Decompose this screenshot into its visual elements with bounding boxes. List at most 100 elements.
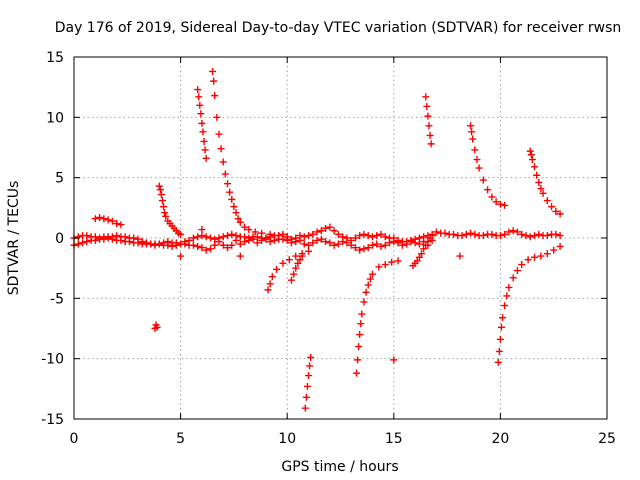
series-rise-19.9h [494, 242, 564, 366]
data-point [224, 232, 232, 240]
data-point [236, 240, 244, 248]
data-point [313, 228, 321, 236]
data-point [108, 235, 116, 243]
data-point [360, 245, 368, 253]
data-point [266, 230, 274, 238]
data-point [413, 257, 421, 265]
data-point [279, 235, 287, 243]
series-baseline-a [70, 223, 564, 249]
data-point [556, 232, 564, 240]
data-point [303, 382, 311, 390]
data-point [195, 93, 203, 101]
data-point [407, 238, 415, 246]
data-point [330, 241, 338, 249]
data-point [531, 232, 539, 240]
data-point [334, 240, 342, 248]
data-point [334, 230, 342, 238]
data-point [531, 163, 539, 171]
data-point [287, 239, 295, 247]
data-point [488, 193, 496, 201]
data-point [317, 227, 325, 235]
data-point [211, 235, 219, 243]
data-point [330, 227, 338, 235]
series-outlier-3.8h [151, 321, 161, 332]
data-point [160, 203, 168, 211]
series-outlier-5h [177, 226, 244, 260]
data-point [232, 209, 240, 217]
data-point [339, 238, 347, 246]
data-point [287, 276, 295, 284]
data-point [202, 154, 210, 162]
data-point [394, 257, 402, 265]
data-point [356, 232, 364, 240]
data-point [398, 241, 406, 249]
data-point [381, 261, 389, 269]
data-point [198, 226, 206, 234]
data-point [317, 235, 325, 243]
data-point [100, 215, 108, 223]
data-point [537, 252, 545, 260]
data-point [501, 201, 509, 209]
data-point [253, 233, 261, 241]
data-point [362, 288, 370, 296]
data-point [266, 280, 274, 288]
data-point [368, 233, 376, 241]
data-point [526, 233, 534, 241]
data-point [415, 234, 423, 242]
data-point [228, 230, 236, 238]
data-point [381, 233, 389, 241]
data-point [134, 239, 142, 247]
x-tick-label: 20 [491, 431, 509, 447]
x-axis-label: GPS time / hours [281, 459, 398, 475]
data-point [352, 369, 360, 377]
data-point [302, 393, 310, 401]
data-point [360, 230, 368, 238]
data-point [351, 234, 359, 242]
data-point [206, 245, 214, 253]
data-point [301, 404, 309, 412]
grid [74, 57, 607, 419]
data-point [305, 247, 313, 255]
data-point [552, 230, 560, 238]
data-point [189, 241, 197, 249]
data-point [552, 207, 560, 215]
data-point [155, 182, 163, 190]
data-point [104, 234, 112, 242]
data-point [296, 256, 304, 264]
data-point [503, 292, 511, 300]
data-point [479, 176, 487, 184]
y-tick-label: 10 [46, 110, 64, 126]
data-point [305, 241, 313, 249]
data-point [473, 156, 481, 164]
data-point [189, 234, 197, 242]
data-point [428, 232, 436, 240]
data-point [556, 242, 564, 250]
data-point [484, 186, 492, 194]
data-point [388, 258, 396, 266]
data-point [245, 236, 253, 244]
data-point [266, 238, 274, 246]
data-point [496, 200, 504, 208]
data-point [509, 227, 517, 235]
data-point [364, 244, 372, 252]
data-point [279, 259, 287, 267]
data-point [211, 241, 219, 249]
data-point [422, 93, 430, 101]
data-point [377, 230, 385, 238]
data-point [125, 238, 133, 246]
data-point [194, 233, 202, 241]
data-point [488, 230, 496, 238]
data-point [479, 232, 487, 240]
series-arc-16.5h [422, 93, 435, 148]
data-point [458, 232, 466, 240]
data-point [373, 240, 381, 248]
data-point [177, 252, 185, 260]
data-point [117, 236, 125, 244]
data-point [258, 236, 266, 244]
axis-ticks: 0 5 10 15 20 25 15 10 5 0 -5 -10 -15 [41, 50, 616, 447]
data-point [153, 323, 161, 331]
data-point [300, 240, 308, 248]
data-point [292, 252, 300, 260]
y-tick-label: -5 [50, 291, 64, 307]
data-point [496, 232, 504, 240]
